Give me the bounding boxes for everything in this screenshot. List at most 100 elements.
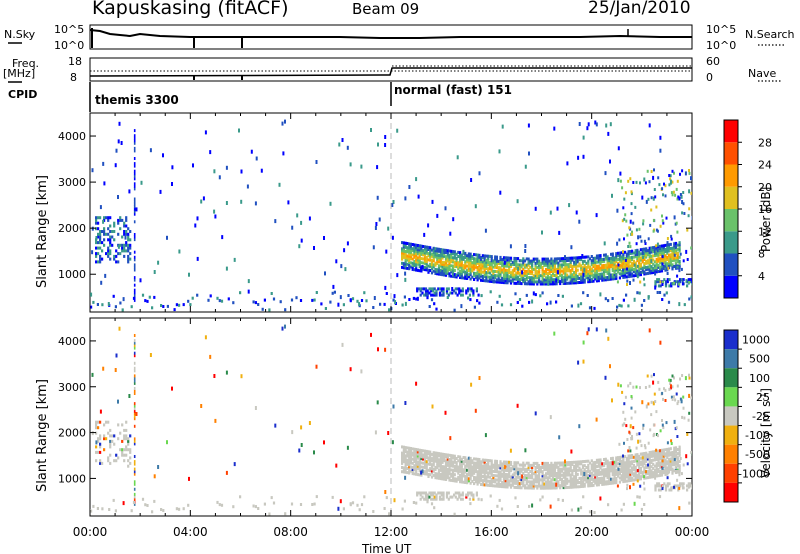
data-cell — [434, 247, 437, 251]
data-cell — [646, 453, 650, 457]
data-cell — [590, 471, 593, 475]
data-cell — [455, 477, 458, 481]
data-cell — [652, 471, 655, 475]
data-cell — [477, 293, 480, 297]
data-cell — [601, 478, 604, 482]
data-cell — [673, 265, 676, 268]
data-cell — [573, 485, 576, 489]
data-cell — [214, 214, 217, 219]
data-cell — [548, 474, 551, 478]
data-cell — [95, 420, 98, 424]
data-cell — [650, 465, 653, 469]
data-cell — [444, 257, 448, 261]
data-cell — [644, 386, 647, 389]
data-cell — [415, 381, 418, 386]
data-cell — [436, 257, 439, 261]
data-cell — [441, 256, 444, 260]
data-cell — [409, 255, 412, 259]
data-cell — [468, 287, 471, 291]
data-cell — [522, 257, 525, 261]
data-cell — [603, 470, 606, 474]
data-cell — [308, 421, 311, 425]
data-cell — [583, 470, 586, 474]
velocity-colorbar-swatch — [724, 330, 738, 350]
data-cell — [402, 253, 405, 257]
data-cell — [426, 495, 429, 499]
data-cell — [108, 508, 111, 511]
data-cell — [483, 254, 486, 258]
data-cell — [514, 496, 517, 500]
data-cell — [91, 250, 94, 255]
data-cell — [467, 262, 470, 266]
data-cell — [586, 126, 589, 131]
data-cell — [618, 303, 621, 307]
data-cell — [437, 464, 441, 468]
data-cell — [427, 258, 430, 262]
data-cell — [588, 461, 592, 465]
data-cell — [606, 263, 609, 267]
data-cell — [504, 264, 507, 268]
data-cell — [250, 149, 253, 154]
data-cell — [550, 257, 553, 261]
data-cell — [511, 483, 514, 487]
data-cell — [153, 270, 156, 274]
data-cell — [592, 463, 595, 467]
data-cell — [439, 468, 442, 472]
data-cell — [574, 262, 578, 266]
data-cell — [661, 423, 664, 427]
data-cell — [430, 263, 434, 267]
data-cell — [594, 273, 597, 277]
data-cell — [428, 495, 431, 499]
data-cell — [639, 456, 642, 460]
data-cell — [617, 382, 620, 387]
data-cell — [401, 253, 404, 257]
data-cell — [652, 258, 655, 262]
data-cell — [673, 171, 675, 175]
data-cell — [513, 269, 516, 273]
data-cell — [511, 263, 514, 266]
data-cell — [515, 486, 518, 489]
data-cell — [552, 272, 555, 275]
data-cell — [453, 252, 456, 256]
data-cell — [668, 482, 671, 486]
data-cell — [506, 258, 509, 262]
data-cell — [518, 271, 521, 275]
data-cell — [678, 451, 681, 455]
data-cell — [662, 280, 664, 284]
data-cell — [522, 471, 525, 475]
data-cell — [430, 463, 434, 467]
data-cell — [474, 408, 477, 413]
data-cell — [473, 457, 476, 461]
data-cell — [443, 252, 446, 256]
data-cell — [646, 469, 650, 473]
freq-unit-label: [MHz] — [3, 67, 36, 80]
data-cell — [674, 193, 677, 197]
data-cell — [606, 276, 609, 279]
data-cell — [627, 449, 630, 453]
data-cell — [426, 289, 429, 293]
data-cell — [650, 454, 653, 458]
data-cell — [574, 281, 578, 285]
velocity-colorbar-swatch — [724, 368, 738, 388]
data-cell — [413, 249, 416, 253]
data-cell — [617, 266, 620, 270]
data-cell — [419, 491, 422, 495]
data-cell — [566, 161, 569, 166]
data-cell — [604, 468, 607, 472]
data-cell — [401, 241, 404, 245]
data-cell — [515, 461, 518, 465]
data-cell — [557, 461, 560, 465]
data-cell — [509, 448, 512, 453]
data-cell — [538, 472, 541, 476]
data-cell — [456, 497, 459, 501]
data-cell — [478, 472, 481, 476]
data-cell — [576, 462, 579, 466]
data-cell — [529, 480, 532, 484]
data-cell — [571, 277, 574, 281]
data-cell — [487, 459, 490, 462]
data-cell — [656, 242, 659, 247]
data-cell — [665, 216, 668, 220]
data-cell — [678, 247, 681, 251]
data-cell — [643, 460, 646, 464]
data-cell — [315, 364, 318, 369]
